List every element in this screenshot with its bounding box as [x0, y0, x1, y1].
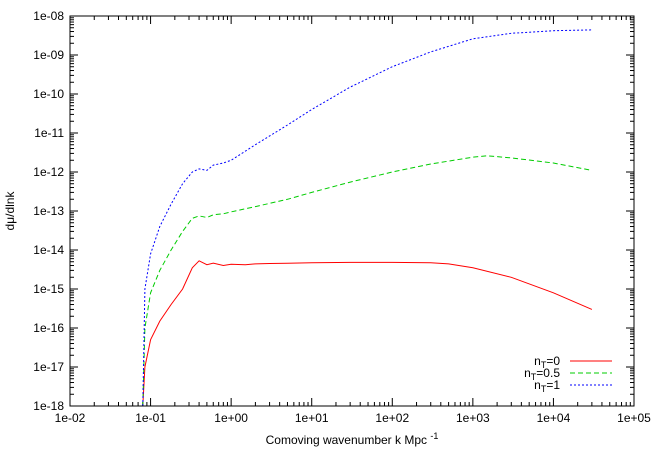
series-line-2 [142, 29, 592, 407]
x-tick-label: 1e+05 [617, 411, 651, 425]
plot-frame [69, 15, 635, 407]
legend-label-subscript: T [541, 384, 547, 394]
x-axis-label-main: Comoving wavenumber k Mpc [266, 433, 427, 447]
series-layer [142, 29, 593, 407]
x-tick-label: 1e+02 [375, 411, 409, 425]
legend-label-0: nT=0 [534, 354, 560, 370]
legend-label-2: nT=1 [534, 378, 560, 394]
x-tick-label: 1e-02 [55, 411, 86, 425]
legend-label-rest: =0 [546, 354, 560, 368]
y-tick-label: 1e-16 [33, 321, 64, 335]
y-tick-label: 1e-14 [33, 243, 64, 257]
x-tick-label: 1e+04 [537, 411, 571, 425]
x-tick-label: 1e-01 [135, 411, 166, 425]
y-tick-label: 1e-15 [33, 282, 64, 296]
y-tick-label: 1e-10 [33, 87, 64, 101]
series-line-0 [142, 260, 593, 407]
legend-label-base: n [524, 366, 531, 380]
legend-label-subscript: T [531, 372, 537, 382]
legend-label-base: n [534, 354, 541, 368]
x-tick-label: 1e+03 [456, 411, 490, 425]
legend: nT=0nT=0.5nT=1 [524, 354, 612, 394]
y-axis-label: dμ/dlnk [3, 191, 17, 231]
y-tick-label: 1e-08 [33, 9, 64, 23]
legend-label-rest: =0.5 [536, 366, 560, 380]
x-tick-label: 1e+01 [295, 411, 329, 425]
x-axis-ticks: 1e-02 1e-01 1e+00 1e+01 1e+02 1e+03 1e+04 1e+05 [55, 16, 651, 425]
y-tick-label: 1e-17 [33, 360, 64, 374]
y-tick-label: 1e-12 [33, 165, 64, 179]
y-tick-label: 1e-11 [34, 126, 64, 140]
legend-label-1: nT=0.5 [524, 366, 560, 382]
legend-label-base: n [534, 378, 541, 392]
y-tick-label: 1e-13 [33, 204, 64, 218]
y-axis-ticks: 1e-18 1e-17 1e-16 1e-15 1e-14 1e-13 1e-12 1e-11… [33, 9, 634, 413]
series-line-1 [142, 155, 592, 407]
x-axis-label: Comoving wavenumber k Mpc -1 [266, 431, 439, 447]
legend-label-rest: =1 [546, 378, 560, 392]
y-tick-label: 1e-18 [33, 399, 64, 413]
y-tick-label: 1e-09 [33, 48, 64, 62]
x-axis-label-superscript: -1 [430, 431, 438, 441]
legend-label-subscript: T [541, 360, 547, 370]
x-tick-label: 1e+00 [214, 411, 248, 425]
